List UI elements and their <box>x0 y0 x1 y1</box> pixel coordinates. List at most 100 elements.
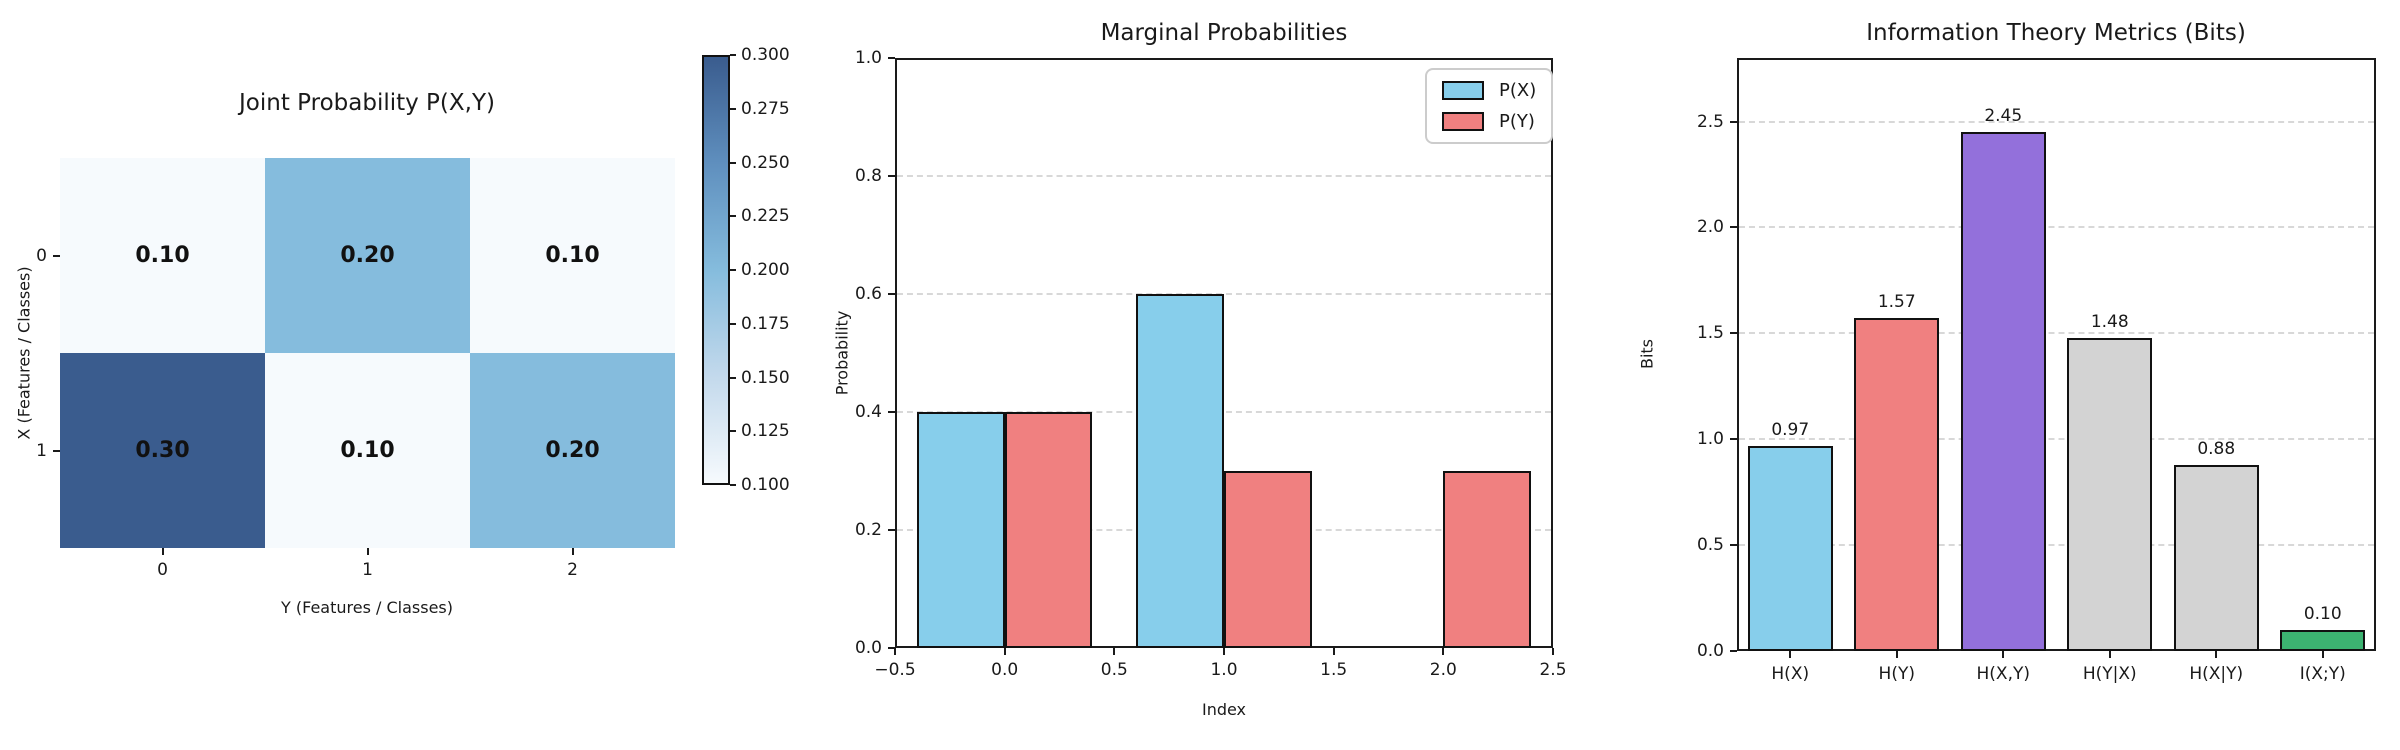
x-tick-mark <box>366 548 369 555</box>
bar-H(X|Y) <box>2173 464 2259 651</box>
x-tick-mark <box>1332 648 1335 655</box>
legend-entry-px: P(X) <box>1442 81 1536 100</box>
colorbar-tick-mark <box>730 430 736 433</box>
x-tick-label: 0 <box>157 560 168 580</box>
info-metrics-ylabel: Bits <box>1637 338 1657 370</box>
heatmap-cell: 0.20 <box>265 158 470 353</box>
y-tick-label: 1.5 <box>1696 323 1724 344</box>
bar-P(X) <box>916 412 1005 648</box>
gridline <box>1739 120 2374 123</box>
x-tick-label: 0.5 <box>1100 660 1128 680</box>
y-tick-label: 0.0 <box>854 638 882 658</box>
x-tick-mark <box>2215 651 2218 658</box>
x-tick-label: H(X|Y) <box>2189 664 2244 684</box>
info-metrics-title: Information Theory Metrics (Bits) <box>1866 20 2246 46</box>
y-tick-label: 0.0 <box>1696 641 1724 661</box>
heatmap-cell: 0.20 <box>470 353 675 548</box>
bar-value-label: 1.48 <box>2090 311 2129 332</box>
y-tick-mark <box>1730 332 1737 335</box>
y-tick-mark <box>888 647 895 649</box>
gridline <box>1739 332 2374 335</box>
bar-H(X) <box>1747 445 1833 651</box>
bar-P(X) <box>1136 294 1224 648</box>
bar-value-label: 0.10 <box>2303 603 2342 624</box>
bar-I(X;Y) <box>2280 629 2366 651</box>
x-tick-label: 0.0 <box>991 660 1019 680</box>
colorbar-tick-mark <box>730 215 736 218</box>
y-tick-mark <box>888 529 895 531</box>
x-tick-label: H(X) <box>1771 664 1810 684</box>
bar-H(Y|X) <box>2067 337 2153 651</box>
bar-H(X,Y) <box>1960 132 2046 651</box>
x-tick-mark <box>1552 648 1554 655</box>
bar-value-label: 2.45 <box>1984 106 2023 127</box>
colorbar-tick-mark <box>730 269 736 271</box>
bar-P(Y) <box>1004 412 1093 648</box>
y-tick-mark <box>1730 544 1737 547</box>
heatmap-cell: 0.10 <box>265 353 470 548</box>
colorbar <box>702 55 730 485</box>
y-tick-label: 1 <box>36 440 47 461</box>
y-tick-mark <box>888 411 895 413</box>
y-tick-mark <box>53 449 60 452</box>
colorbar-tick-mark <box>730 376 736 379</box>
colorbar-tick-mark <box>730 107 736 110</box>
bar-H(Y) <box>1854 318 1940 651</box>
bar-P(Y) <box>1443 471 1532 648</box>
gridline <box>897 411 1551 413</box>
y-tick-label: 0 <box>36 245 47 266</box>
marginal-xlabel: Index <box>1201 700 1247 719</box>
bar-P(Y) <box>1224 471 1312 648</box>
y-tick-mark <box>1730 120 1737 123</box>
heatmap-cell: 0.10 <box>60 158 265 353</box>
gridline <box>1739 226 2374 229</box>
info-metrics-axes <box>1737 58 2376 651</box>
x-tick-mark <box>2002 651 2005 658</box>
legend-label-py: P(Y) <box>1499 110 1535 132</box>
x-tick-mark <box>1223 648 1225 655</box>
y-tick-label: 1.0 <box>854 48 882 68</box>
bar-value-label: 0.88 <box>2197 438 2236 459</box>
y-tick-label: 0.5 <box>1696 535 1724 556</box>
legend-swatch-px <box>1442 81 1484 100</box>
heatmap-cell: 0.10 <box>470 158 675 353</box>
x-tick-label: H(Y|X) <box>2082 664 2137 684</box>
heatmap-cell: 0.30 <box>60 353 265 548</box>
legend-swatch-py <box>1442 112 1484 131</box>
y-tick-label: 0.2 <box>854 520 882 540</box>
bar-value-label: 1.57 <box>1877 292 1916 313</box>
colorbar-tick-mark <box>730 322 736 325</box>
heatmap-title: Joint Probability P(X,Y) <box>239 90 495 116</box>
marginal-probabilities-title: Marginal Probabilities <box>1100 20 1348 46</box>
x-tick-mark <box>2108 651 2111 658</box>
colorbar-tick-label: 0.275 <box>741 98 790 119</box>
y-tick-mark <box>1730 226 1737 229</box>
colorbar-tick-label: 0.175 <box>741 313 790 334</box>
y-tick-mark <box>1730 650 1737 652</box>
y-tick-label: 2.5 <box>1696 111 1724 132</box>
legend: P(X) P(Y) <box>1425 68 1554 144</box>
y-tick-label: 0.4 <box>854 402 882 422</box>
x-tick-mark <box>161 548 164 555</box>
colorbar-tick-label: 0.300 <box>741 45 790 65</box>
x-tick-label: 1.0 <box>1210 660 1238 680</box>
y-tick-label: 0.8 <box>854 166 882 186</box>
y-tick-label: 1.0 <box>1696 429 1724 450</box>
y-tick-mark <box>888 57 895 59</box>
y-tick-mark <box>888 175 895 177</box>
y-tick-mark <box>1730 438 1737 441</box>
x-tick-mark <box>1003 648 1006 655</box>
colorbar-tick-label: 0.225 <box>741 206 790 227</box>
x-tick-mark <box>1789 651 1792 658</box>
colorbar-tick-mark <box>730 54 736 56</box>
x-tick-mark <box>1113 648 1116 655</box>
x-tick-label: 2.5 <box>1539 660 1567 680</box>
y-tick-mark <box>53 254 60 257</box>
x-tick-label: H(Y) <box>1878 664 1915 684</box>
legend-entry-py: P(Y) <box>1442 112 1536 131</box>
x-tick-label: 2 <box>567 560 578 580</box>
gridline <box>1739 438 2374 441</box>
x-tick-label: H(X,Y) <box>1976 664 2030 684</box>
colorbar-tick-label: 0.250 <box>741 152 790 173</box>
x-tick-label: 1.5 <box>1320 660 1348 680</box>
